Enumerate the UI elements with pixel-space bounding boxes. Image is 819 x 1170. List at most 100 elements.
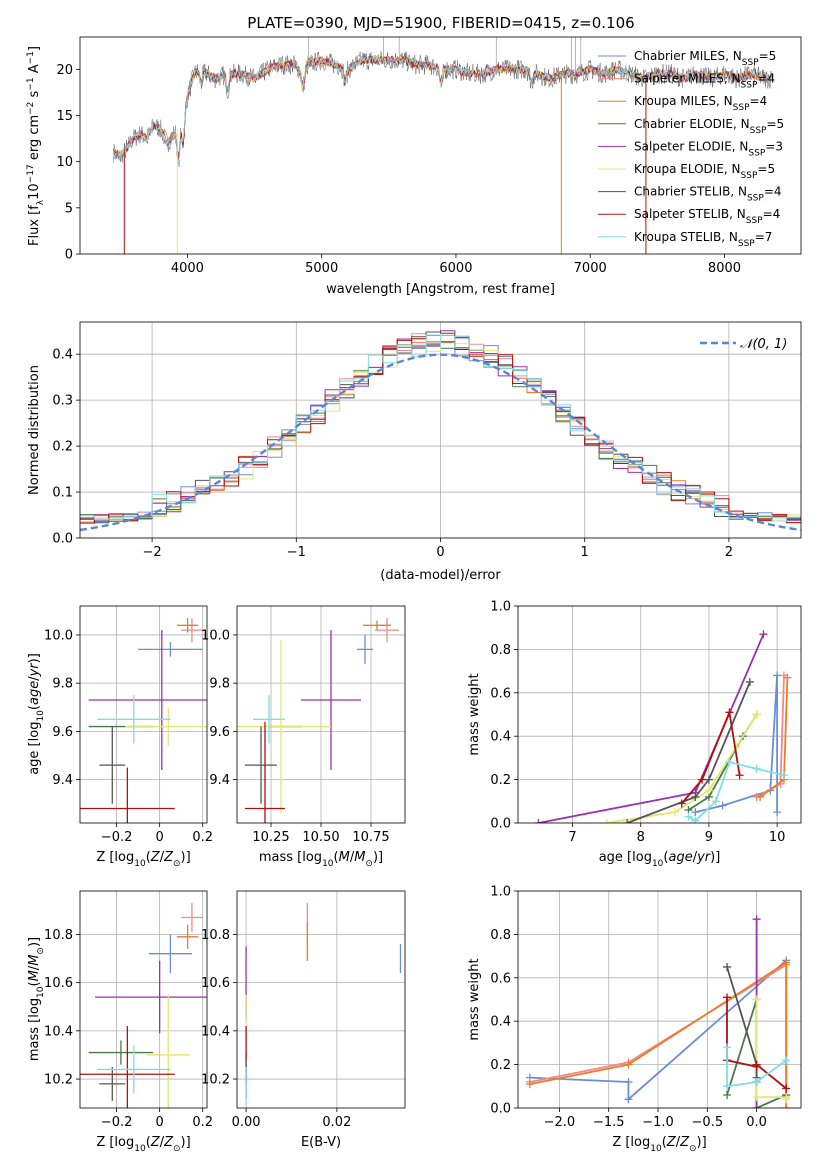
y-tick-label: 9.4 — [209, 773, 230, 788]
y-tick-label: 10.2 — [44, 1073, 73, 1088]
series-marker — [782, 1084, 791, 1093]
errorbar-chabrier-miles — [148, 934, 192, 973]
mass-vs-Z-plot-area — [80, 891, 207, 1108]
errorbar-salpeter-elodie — [301, 630, 361, 770]
series-marker — [752, 764, 761, 773]
series-marker — [782, 1095, 791, 1104]
y-tick-label: 9.4 — [52, 773, 73, 788]
mass-vs-EBV-axes: 0.00 0.02 10.2 10.4 10.6 10.8 E(B-V) — [201, 890, 406, 1150]
series-line — [726, 1047, 787, 1088]
y-tick-label: 0.1 — [52, 486, 73, 501]
legend-entry: Chabrier STELIB, NSSP=4 — [634, 185, 782, 204]
series-marker — [691, 792, 700, 801]
series-marker — [723, 1090, 732, 1099]
series-marker — [623, 819, 632, 823]
y-tick-label: 0.2 — [490, 773, 511, 788]
legend-entry: Chabrier MILES, NSSP=5 — [634, 49, 776, 68]
y-axis-label: mass weight — [467, 673, 482, 755]
series-marker — [718, 801, 727, 810]
y-tick-label: 15 — [56, 109, 73, 124]
series-marker — [783, 673, 792, 682]
spectrum-plot-area — [113, 37, 772, 254]
series-marker — [677, 799, 686, 808]
mass-vs-EBV-plot-area — [237, 891, 405, 1108]
errorbar-chabrier-stelib — [99, 1067, 126, 1101]
series-marker — [752, 710, 761, 719]
x-tick-label: −1 — [287, 545, 306, 560]
age-vs-mass-axes: 10.25 10.50 10.75 9.4 9.6 9.8 10.0 mass [log10(… — [201, 605, 406, 869]
y-tick-label: 0.0 — [490, 817, 511, 832]
errorbar-salpeter-elodie — [88, 630, 207, 770]
y-tick-label: 1.0 — [490, 885, 511, 900]
y-tick-label: 10.6 — [44, 976, 73, 991]
residual-histogram-axes: −2 −1 0 1 2 0.0 0.1 0.2 0.3 0.4 𝒩(0, 1) (data-model… — [27, 321, 802, 583]
axes-frame — [517, 605, 802, 824]
series-chabrier-stelib — [723, 962, 761, 1086]
axes-frame — [79, 890, 208, 1109]
x-tick-label: 0.2 — [192, 1115, 213, 1130]
x-tick-label: 0.2 — [192, 830, 213, 845]
series-marker — [752, 1104, 761, 1108]
series-marker — [782, 958, 791, 967]
axes-frame — [236, 890, 406, 1109]
x-axis-label: Z [log10(Z/Z⊙)] — [96, 850, 190, 869]
x-axis-label: (data-model)/error — [380, 568, 501, 583]
x-tick-label: 0.0 — [746, 1115, 767, 1130]
errorbar-salpeter-miles — [375, 618, 399, 643]
series-marker — [624, 1095, 633, 1104]
y-axis-label: mass weight — [467, 958, 482, 1040]
series-marker — [624, 1077, 633, 1086]
y-tick-label: 20 — [56, 63, 73, 78]
errorbar-kroupa-elodie — [146, 994, 190, 1108]
y-tick-label: 0.8 — [490, 643, 511, 658]
series-marker — [756, 792, 765, 801]
y-tick-label: 10.8 — [44, 928, 73, 943]
errorbar-salpeter-elodie — [95, 960, 207, 1034]
y-tick-label: 0.0 — [490, 1102, 511, 1117]
x-tick-label: −0.5 — [692, 1115, 724, 1130]
y-tick-label: 10.4 — [201, 1024, 230, 1039]
y-tick-label: 10.6 — [201, 976, 230, 991]
y-tick-label: 5 — [65, 201, 73, 216]
x-tick-label: 0 — [436, 545, 444, 560]
y-tick-label: 0.8 — [490, 928, 511, 943]
y-tick-label: 9.6 — [209, 725, 230, 740]
x-tick-label: 8000 — [708, 261, 741, 276]
series-marker — [752, 1093, 761, 1102]
y-axis-label: age [log10(age/yr)] — [27, 653, 46, 775]
legend-entry: Salpeter STELIB, NSSP=4 — [634, 207, 780, 226]
series-marker — [602, 819, 611, 823]
x-axis-label: mass [log10(M/M⊙)] — [259, 850, 383, 869]
age-vs-mass-plot-area — [237, 606, 405, 823]
x-tick-label: 9 — [705, 830, 713, 845]
errorbar-kroupa-stelib — [253, 695, 285, 744]
x-tick-label: −1.5 — [593, 1115, 625, 1130]
y-tick-label: 9.8 — [52, 677, 73, 692]
y-tick-label: 0 — [65, 248, 73, 263]
x-tick-label: 6000 — [439, 261, 472, 276]
legend-entry: Kroupa MILES, NSSP=4 — [634, 94, 767, 113]
y-tick-label: 0.4 — [490, 730, 511, 745]
series-marker — [704, 775, 713, 784]
series-marker — [759, 630, 768, 639]
errorbar-salpeter-stelib — [80, 767, 175, 823]
x-tick-label: 0.02 — [322, 1115, 351, 1130]
x-tick-label: 0 — [156, 830, 164, 845]
series-marker — [752, 1060, 761, 1069]
series-salpeter-stelib — [677, 708, 744, 808]
normal-reference-curve — [80, 353, 801, 532]
series-marker — [782, 1056, 791, 1065]
errorbar-salpeter-stelib — [245, 721, 285, 823]
histogram-chabrier-stelib — [80, 331, 801, 524]
series-marker — [773, 808, 782, 817]
x-tick-label: 10.25 — [252, 830, 289, 845]
x-axis-label: wavelength [Angstrom, rest frame] — [326, 282, 555, 297]
series-marker — [735, 771, 744, 780]
series-line — [529, 960, 788, 1108]
y-tick-label: 1.0 — [490, 600, 511, 615]
y-tick-label: 0.0 — [52, 532, 73, 547]
errorbar-kroupa-miles — [363, 620, 391, 631]
spectrum-axes: 4000 5000 6000 7000 8000 0 5 10 15 20 wavelength [… — [26, 36, 802, 297]
y-tick-label: 0.6 — [490, 686, 511, 701]
